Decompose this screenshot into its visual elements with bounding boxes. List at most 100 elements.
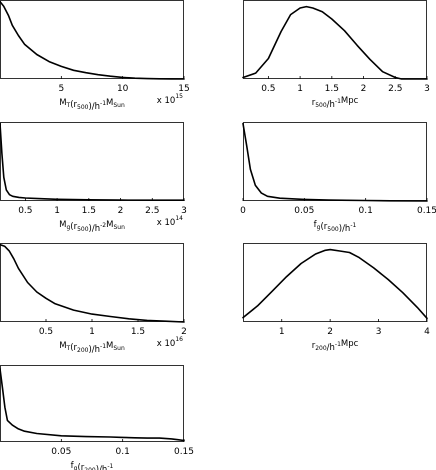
plot-frame [243, 122, 427, 201]
plot-frame [0, 0, 184, 79]
x-tick-label: 0.1 [359, 206, 373, 216]
x-axis-label-part: -1 [100, 343, 106, 350]
x-axis-label-part: Mpc [341, 96, 359, 106]
x-tick-label: 2.5 [145, 206, 159, 216]
x-axis-label-part: M [59, 98, 66, 108]
x-axis-label: r500/h-1Mpc [312, 96, 359, 110]
x-tick-label: 0.5 [261, 84, 275, 94]
x-axis-label-part: g [317, 224, 321, 231]
x-tick-label: 1.5 [325, 84, 339, 94]
x-tick-label: 5 [58, 84, 64, 94]
x-tick-label: 0.05 [51, 447, 71, 457]
x-axis-label: r200/h-1Mpc [312, 339, 359, 353]
axis-multiplier: x 1014 [157, 215, 183, 228]
x-tick-label: 3 [181, 206, 187, 216]
x-tick-label: 2 [327, 327, 333, 337]
plot-frame [243, 243, 427, 322]
x-tick-label: 0.5 [39, 327, 53, 337]
chart-panel-7: 0.05 0.1 0.15 fg(r200)/h-1 [0, 365, 194, 470]
data-line [242, 5, 428, 80]
data-line [0, 243, 185, 323]
x-tick-label: 0.05 [294, 206, 314, 216]
x-axis-label: MT(r200)/h-1MSun [59, 341, 125, 355]
x-axis-label-part: /h [327, 100, 335, 110]
plot-frame [0, 365, 184, 442]
x-axis-label-part: f [71, 461, 75, 470]
x-axis-label-part: Mpc [341, 339, 359, 349]
x-tick-label: 1 [297, 84, 303, 94]
x-tick-label: 2 [361, 84, 367, 94]
x-tick-label: 1.5 [82, 206, 96, 216]
chart-panel-6: 1 2 3 4 r200/h-1Mpc [242, 243, 430, 353]
x-axis-label-part: r [312, 341, 316, 351]
x-axis-label-part: Sun [113, 345, 125, 352]
x-axis-label-part: (r [320, 222, 327, 232]
x-axis-label-part: -1 [350, 222, 356, 229]
x-tick-label: 2 [181, 327, 187, 337]
x-axis-label-part: 500 [327, 226, 339, 233]
chart-panel-2: 0.5 1 1.5 2 2.5 3 r500/h-1Mpc [242, 0, 430, 110]
x-axis-label: fg(r500)/h-1 [314, 220, 357, 234]
x-tick-label: 1.5 [131, 327, 145, 337]
x-tick-label: 1 [54, 206, 60, 216]
x-axis-label-part: T [66, 102, 71, 109]
plot-frame [0, 122, 184, 201]
x-tick-label: 0.15 [417, 206, 436, 216]
x-axis-label-part: T [66, 345, 71, 352]
x-axis-label-part: )/h [96, 465, 108, 470]
data-line [242, 122, 428, 202]
data-line [242, 248, 428, 320]
x-axis-label: Mg(r500)/h-2MSun [59, 220, 125, 234]
x-tick-label: 0.15 [174, 447, 194, 457]
x-tick-label: 0.5 [18, 206, 32, 216]
x-axis-label-part: 200 [315, 345, 327, 352]
chart-panel-5: 0.5 1 1.5 2MT(r200)/h-1MSun x 1016 [0, 243, 187, 355]
chart-panel-3: 0.5 1 1.5 2 2.5 3Mg(r500)/h-2MSun x 1014 [0, 122, 187, 234]
x-axis-label-part: -1 [100, 100, 106, 107]
plot-frame [243, 0, 427, 79]
data-line [0, 368, 185, 442]
x-axis-label-part: r [312, 98, 316, 108]
x-axis-label-part: -1 [335, 341, 341, 348]
x-tick-label: 2 [118, 206, 124, 216]
x-axis-label: MT(r500)/h-1MSun [59, 98, 125, 112]
x-axis-label-part: 200 [84, 467, 96, 470]
x-axis-label-part: Sun [113, 102, 125, 109]
x-tick-label: 2.5 [388, 84, 402, 94]
x-axis-label-part: )/h [339, 224, 351, 234]
x-axis-label-part: /h [327, 343, 335, 353]
axis-multiplier: x 1016 [157, 336, 183, 349]
x-axis-label-part: 200 [77, 347, 89, 354]
x-axis-label-part: Sun [113, 224, 125, 231]
x-axis-label-part: -1 [107, 463, 113, 470]
x-axis-label-part: (r [77, 463, 84, 470]
x-axis-label: fg(r200)/h-1 [71, 461, 114, 470]
x-tick-label: 1 [89, 327, 95, 337]
x-tick-label: 1 [279, 327, 285, 337]
data-line [0, 0, 185, 80]
x-axis-label-part: )/h [88, 345, 100, 355]
x-tick-label: 10 [117, 84, 129, 94]
x-axis-label-part: g [66, 224, 70, 231]
x-axis-label-part: M [106, 220, 113, 230]
x-axis-label-part: )/h [88, 102, 100, 112]
x-axis-label-part: M [106, 341, 113, 351]
x-axis-label-part: (r [70, 100, 77, 110]
axis-multiplier: x 1015 [157, 93, 183, 106]
x-axis-label-part: )/h [89, 224, 101, 234]
chart-panel-1: 5 10 15 MT(r500)/h-1MSun x 1015 [0, 0, 190, 112]
x-axis-label-part: f [314, 220, 318, 230]
x-tick-label: 15 [178, 84, 189, 94]
x-axis-label-part: -2 [100, 222, 106, 229]
x-axis-label-part: M [106, 98, 113, 108]
x-axis-label-part: 500 [77, 226, 89, 233]
x-axis-label-part: M [59, 341, 66, 351]
x-axis-label-part: (r [70, 343, 77, 353]
x-axis-label-part: (r [70, 222, 77, 232]
x-tick-label: 0.1 [116, 447, 130, 457]
x-tick-label: 0 [240, 206, 246, 216]
x-axis-label-part: -1 [335, 98, 341, 105]
x-axis-label-part: M [59, 220, 66, 230]
x-tick-label: 4 [424, 327, 430, 337]
